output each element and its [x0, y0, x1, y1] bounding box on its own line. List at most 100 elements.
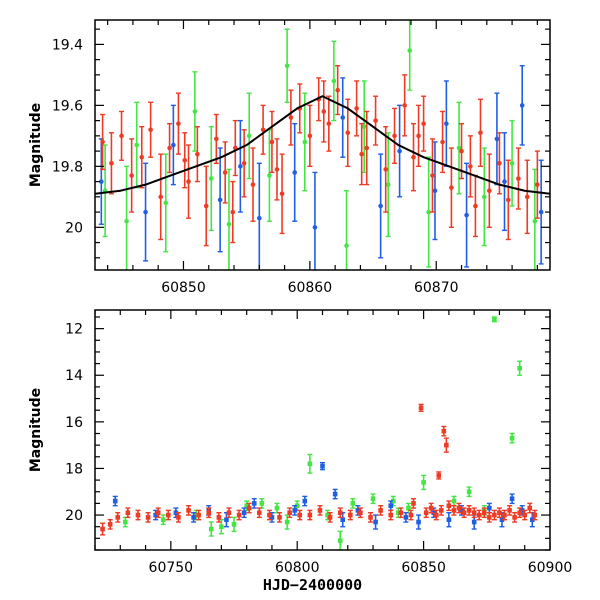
marker — [416, 519, 421, 525]
data-point-blue — [292, 122, 298, 222]
marker — [337, 538, 343, 543]
data-point-green — [517, 360, 523, 376]
data-point-red — [279, 153, 285, 235]
data-point-red — [317, 505, 323, 516]
data-point-red — [461, 507, 467, 519]
data-point-red — [443, 437, 449, 453]
marker — [449, 185, 454, 190]
data-point-blue — [509, 493, 515, 505]
marker — [502, 512, 507, 518]
series-green — [102, 20, 538, 270]
marker — [407, 48, 413, 53]
marker — [288, 115, 294, 120]
data-point-red — [269, 110, 275, 174]
data-point-red — [423, 507, 429, 519]
marker — [326, 121, 332, 126]
marker — [373, 519, 378, 525]
data-point-red — [418, 403, 424, 413]
data-point-red — [274, 138, 280, 201]
data-point-red — [326, 95, 332, 152]
marker — [99, 179, 104, 184]
marker — [532, 218, 538, 224]
data-point-red — [288, 89, 294, 146]
x-tick-label: 60850 — [161, 280, 206, 296]
data-point-red — [373, 95, 379, 146]
data-point-red — [368, 512, 374, 523]
marker — [383, 167, 388, 172]
marker — [402, 103, 407, 108]
marker — [471, 519, 477, 525]
marker — [160, 517, 166, 523]
marker — [446, 517, 452, 523]
marker — [411, 501, 416, 506]
marker — [451, 498, 457, 504]
data-point-red — [359, 122, 365, 186]
marker — [337, 510, 343, 516]
data-point-green — [208, 126, 214, 232]
marker — [441, 428, 447, 434]
data-point-green — [231, 516, 237, 533]
data-point-red — [232, 119, 238, 177]
marker — [274, 505, 280, 511]
marker — [426, 209, 431, 215]
marker — [478, 130, 483, 136]
marker — [317, 508, 323, 513]
marker — [312, 225, 318, 230]
data-point-red — [477, 98, 483, 168]
marker — [423, 510, 429, 516]
data-point-red — [496, 507, 502, 519]
data-point-red — [196, 509, 202, 521]
marker — [487, 188, 492, 194]
marker — [459, 508, 464, 513]
data-point-red — [155, 507, 161, 519]
marker — [344, 243, 349, 248]
data-point-green — [124, 165, 130, 270]
data-point-green — [284, 514, 290, 530]
marker — [279, 191, 285, 197]
data-point-red — [472, 174, 478, 238]
data-point-red — [459, 122, 465, 180]
marker — [411, 154, 416, 160]
data-point-red — [515, 147, 521, 210]
marker — [361, 124, 367, 130]
marker — [444, 442, 449, 448]
data-point-green — [331, 40, 337, 122]
y-tick-label: 16 — [65, 415, 83, 431]
marker — [444, 121, 449, 126]
data-point-blue — [378, 153, 384, 259]
y-tick-label: 18 — [65, 461, 83, 477]
marker — [350, 501, 356, 506]
marker — [388, 503, 394, 509]
marker — [260, 127, 266, 133]
data-point-green — [244, 500, 250, 512]
data-point-blue — [432, 141, 438, 241]
data-point-red — [250, 147, 256, 222]
data-point-blue — [355, 505, 361, 516]
data-point-green — [532, 168, 538, 270]
data-point-blue — [486, 502, 492, 514]
marker — [456, 145, 462, 151]
marker — [325, 512, 330, 518]
y-tick-label: 14 — [65, 368, 83, 384]
marker — [195, 151, 200, 157]
data-point-green — [370, 493, 376, 505]
plot-area — [95, 20, 550, 270]
data-point-red — [307, 104, 313, 168]
data-point-green — [246, 92, 252, 180]
marker — [388, 512, 394, 518]
data-point-green — [302, 92, 308, 192]
marker — [123, 519, 128, 525]
marker — [370, 496, 376, 502]
marker — [378, 203, 383, 209]
data-point-red — [392, 107, 398, 164]
marker — [246, 505, 252, 511]
data-point-red — [354, 80, 360, 137]
marker — [171, 142, 176, 148]
marker — [473, 203, 478, 209]
marker — [193, 512, 199, 518]
data-point-blue — [241, 507, 247, 519]
data-point-red — [441, 425, 447, 437]
marker — [348, 512, 353, 518]
data-point-green — [407, 20, 413, 91]
marker — [497, 510, 502, 516]
